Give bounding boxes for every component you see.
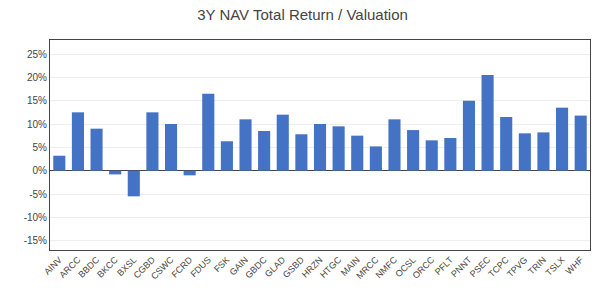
svg-text:GSBD: GSBD	[281, 254, 306, 279]
svg-text:-10%: -10%	[24, 212, 47, 223]
svg-text:PFLT: PFLT	[433, 254, 456, 277]
svg-text:MRCC: MRCC	[354, 254, 381, 281]
svg-text:ARCC: ARCC	[57, 254, 82, 279]
svg-text:PSEC: PSEC	[468, 254, 493, 279]
svg-text:ORCC: ORCC	[411, 254, 437, 280]
svg-text:5%: 5%	[33, 142, 48, 153]
svg-text:BXSL: BXSL	[115, 255, 138, 278]
svg-text:CGBD: CGBD	[132, 254, 158, 280]
svg-text:0%: 0%	[33, 165, 48, 176]
svg-text:GBDC: GBDC	[243, 254, 269, 280]
svg-text:OCSL: OCSL	[393, 255, 417, 279]
svg-text:FDUS: FDUS	[188, 255, 212, 279]
svg-text:WHF: WHF	[564, 254, 586, 276]
svg-text:BKCC: BKCC	[95, 254, 120, 279]
svg-text:-15%: -15%	[24, 235, 47, 246]
svg-text:TCPC: TCPC	[486, 254, 511, 279]
svg-text:10%: 10%	[27, 119, 47, 130]
svg-text:TRIN: TRIN	[526, 255, 548, 277]
svg-text:NMFC: NMFC	[374, 254, 400, 280]
svg-text:20%: 20%	[27, 72, 47, 83]
svg-text:AINV: AINV	[42, 255, 64, 277]
svg-text:CSWC: CSWC	[149, 254, 176, 281]
svg-text:TSLX: TSLX	[544, 255, 567, 278]
svg-text:15%: 15%	[27, 95, 47, 106]
svg-text:BBDC: BBDC	[76, 254, 101, 279]
svg-text:3Y NAV Total Return / Valuatio: 3Y NAV Total Return / Valuation	[197, 6, 408, 23]
svg-text:PNNT: PNNT	[449, 254, 474, 279]
svg-text:TPVG: TPVG	[505, 255, 529, 279]
svg-text:FSK: FSK	[212, 255, 231, 274]
svg-text:FCRD: FCRD	[170, 254, 195, 279]
svg-text:GAIN: GAIN	[227, 255, 250, 278]
svg-text:GLAD: GLAD	[263, 254, 288, 279]
svg-text:-5%: -5%	[29, 189, 47, 200]
svg-text:MAIN: MAIN	[339, 255, 362, 278]
svg-text:HRZN: HRZN	[300, 255, 325, 280]
svg-text:HTGC: HTGC	[318, 254, 343, 279]
svg-text:25%: 25%	[27, 49, 47, 60]
